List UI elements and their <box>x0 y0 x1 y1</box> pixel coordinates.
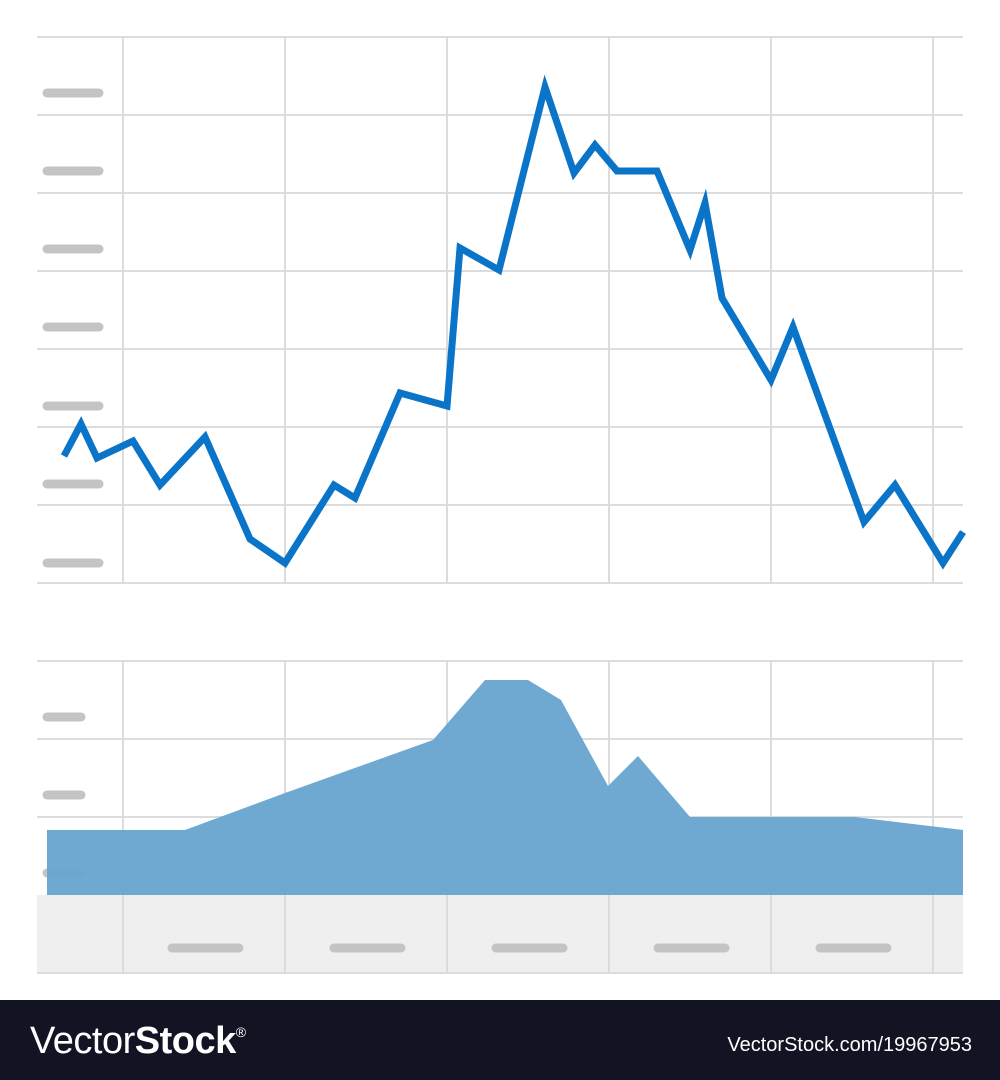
area-series <box>47 680 963 895</box>
line-chart-grid <box>37 36 963 584</box>
area-chart-grid <box>37 660 963 974</box>
x-axis-band <box>37 895 963 973</box>
watermark-footer: VectorStock® VectorStock.com/19967953 <box>0 1000 1000 1080</box>
line-series <box>60 74 966 570</box>
chart-canvas <box>37 36 966 974</box>
area-chart <box>37 660 963 974</box>
brand-bold-text: Stock <box>134 1020 236 1062</box>
line-chart <box>37 36 966 584</box>
registered-mark: ® <box>235 1024 246 1040</box>
brand-light-text: Vector <box>30 1020 135 1062</box>
image-reference: VectorStock.com/19967953 <box>727 1034 972 1056</box>
line-chart-y-tick-labels <box>42 88 104 568</box>
brand-logo: VectorStock® <box>30 1020 246 1063</box>
